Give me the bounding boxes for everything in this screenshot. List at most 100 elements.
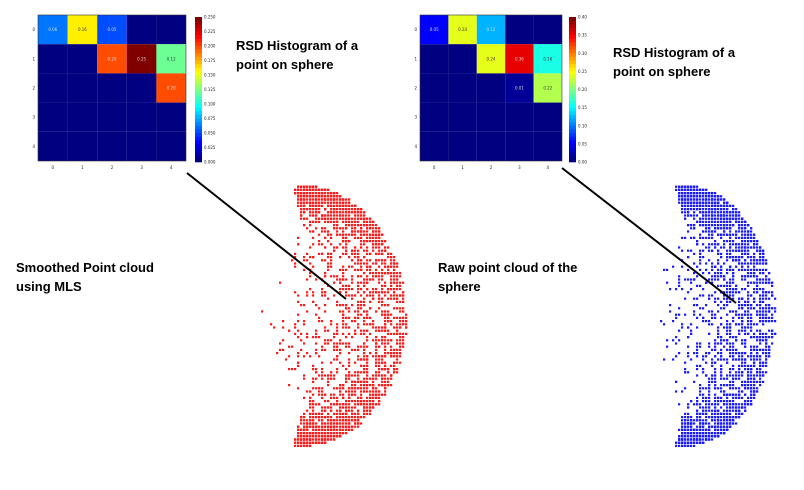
cloud-point (324, 400, 327, 403)
cloud-point (312, 188, 315, 191)
cloud-point (384, 393, 387, 396)
cloud-point (339, 304, 342, 307)
cloud-point (381, 268, 384, 271)
cloud-point (330, 259, 333, 262)
cloud-point (747, 355, 750, 358)
cloud-point (702, 249, 705, 252)
cloud-point (738, 355, 741, 358)
cloud-point (360, 268, 363, 271)
cloud-point (348, 217, 351, 220)
cloud-point (741, 374, 744, 377)
cloud-point (684, 387, 687, 390)
cloud-point (351, 336, 354, 339)
cloud-point (300, 339, 303, 342)
cloud-point (732, 316, 735, 319)
cloud-point (297, 294, 300, 297)
cloud-point (372, 323, 375, 326)
cloud-point (294, 368, 297, 371)
cloud-point (303, 412, 306, 415)
cloud-point (351, 265, 354, 268)
cloud-point (312, 208, 315, 211)
cloud-point (684, 419, 687, 422)
cloud-point (345, 236, 348, 239)
cloud-point (729, 236, 732, 239)
cloud-point (699, 236, 702, 239)
cloud-point (363, 304, 366, 307)
cloud-point (345, 368, 348, 371)
cloud-point (333, 198, 336, 201)
cloud-point (315, 195, 318, 198)
cloud-point (720, 214, 723, 217)
cloud-point (717, 412, 720, 415)
cloud-point (312, 256, 315, 259)
cloud-point (714, 227, 717, 230)
cloud-point (405, 313, 408, 316)
cloud-point (381, 368, 384, 371)
cloud-point (759, 380, 762, 383)
cloud-point (720, 422, 723, 425)
cloud-point (354, 220, 357, 223)
cloud-point (738, 249, 741, 252)
cloud-point (696, 316, 699, 319)
cloud-point (381, 272, 384, 275)
cloud-point (321, 441, 324, 444)
cloud-point (336, 358, 339, 361)
cloud-point (687, 438, 690, 441)
cloud-point (738, 313, 741, 316)
cloud-point (678, 329, 681, 332)
cloud-point (345, 227, 348, 230)
cloud-point (378, 275, 381, 278)
cloud-point (348, 377, 351, 380)
cloud-point (675, 441, 678, 444)
cloud-point (387, 265, 390, 268)
cloud-point (765, 342, 768, 345)
cloud-point (708, 278, 711, 281)
cloud-point (765, 294, 768, 297)
cloud-point (687, 256, 690, 259)
cloud-point (306, 294, 309, 297)
cloud-point (735, 348, 738, 351)
cloud-point (732, 256, 735, 259)
cloud-point (354, 249, 357, 252)
cloud-point (747, 256, 750, 259)
cloud-point (771, 291, 774, 294)
cloud-point (306, 432, 309, 435)
cloud-point (345, 345, 348, 348)
cloud-point (348, 332, 351, 335)
cloud-point (321, 320, 324, 323)
cloud-point (714, 345, 717, 348)
cloud-point (339, 409, 342, 412)
cloud-point (366, 371, 369, 374)
cloud-point (339, 342, 342, 345)
cloud-point (399, 348, 402, 351)
cloud-point (294, 444, 297, 447)
cloud-point (396, 262, 399, 265)
cloud-point (711, 412, 714, 415)
cloud-point (345, 268, 348, 271)
cloud-point (369, 406, 372, 409)
cloud-point (732, 281, 735, 284)
cloud-point (714, 396, 717, 399)
cloud-point (309, 262, 312, 265)
cloud-point (387, 316, 390, 319)
cloud-point (330, 265, 333, 268)
cloud-point (390, 339, 393, 342)
cloud-point (387, 252, 390, 255)
cloud-point (741, 265, 744, 268)
cloud-point (738, 316, 741, 319)
cloud-point (753, 377, 756, 380)
cloud-point (375, 364, 378, 367)
cloud-point (375, 246, 378, 249)
cloud-point (324, 195, 327, 198)
cloud-point (339, 384, 342, 387)
cloud-point (315, 438, 318, 441)
cloud-point (303, 435, 306, 438)
cloud-point (387, 342, 390, 345)
cloud-point (348, 307, 351, 310)
cloud-point (384, 336, 387, 339)
cloud-point (723, 345, 726, 348)
cloud-point (696, 348, 699, 351)
cloud-point (402, 307, 405, 310)
cloud-point (741, 262, 744, 265)
cloud-point (339, 419, 342, 422)
